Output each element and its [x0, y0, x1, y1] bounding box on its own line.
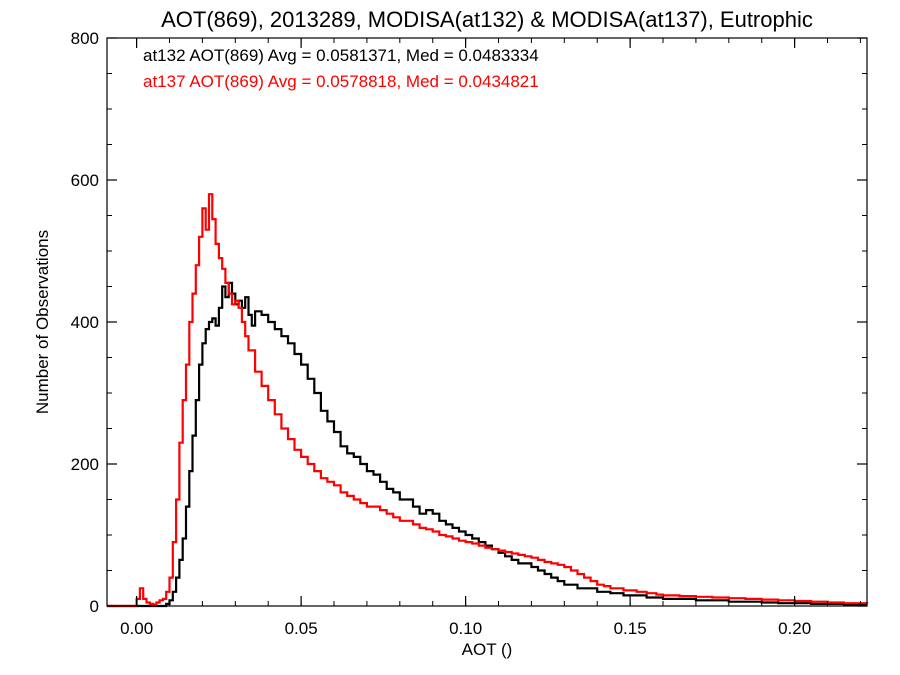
chart-title: AOT(869), 2013289, MODISA(at132) & MODIS… [161, 7, 813, 32]
x-tick-label: 0.10 [449, 619, 482, 638]
y-tick-label: 400 [71, 313, 99, 332]
x-tick-label: 0.05 [285, 619, 318, 638]
x-tick-label: 0.15 [614, 619, 647, 638]
y-axis: 0 200 400 600 800 [71, 29, 867, 616]
series-line-at132 [107, 281, 867, 608]
x-tick-label: 0.00 [120, 619, 153, 638]
series-layer [107, 193, 869, 608]
x-tick-label: 0.20 [778, 619, 811, 638]
y-axis-label: Number of Observations [33, 230, 52, 414]
legend: at132 AOT(869) Avg = 0.0581371, Med = 0.… [143, 46, 539, 91]
plot-area [107, 193, 869, 608]
plot-frame [106, 37, 868, 607]
y-tick-label: 800 [71, 29, 99, 48]
x-axis-label: AOT () [462, 640, 513, 659]
y-tick-label: 0 [90, 597, 99, 616]
y-tick-label: 200 [71, 455, 99, 474]
x-axis: 0.00 0.05 0.10 0.15 0.20 [120, 38, 861, 638]
legend-entry: at137 AOT(869) Avg = 0.0578818, Med = 0.… [143, 72, 539, 91]
series-line-at137 [107, 193, 869, 608]
legend-entry: at132 AOT(869) Avg = 0.0581371, Med = 0.… [143, 46, 539, 65]
y-tick-label: 600 [71, 171, 99, 190]
